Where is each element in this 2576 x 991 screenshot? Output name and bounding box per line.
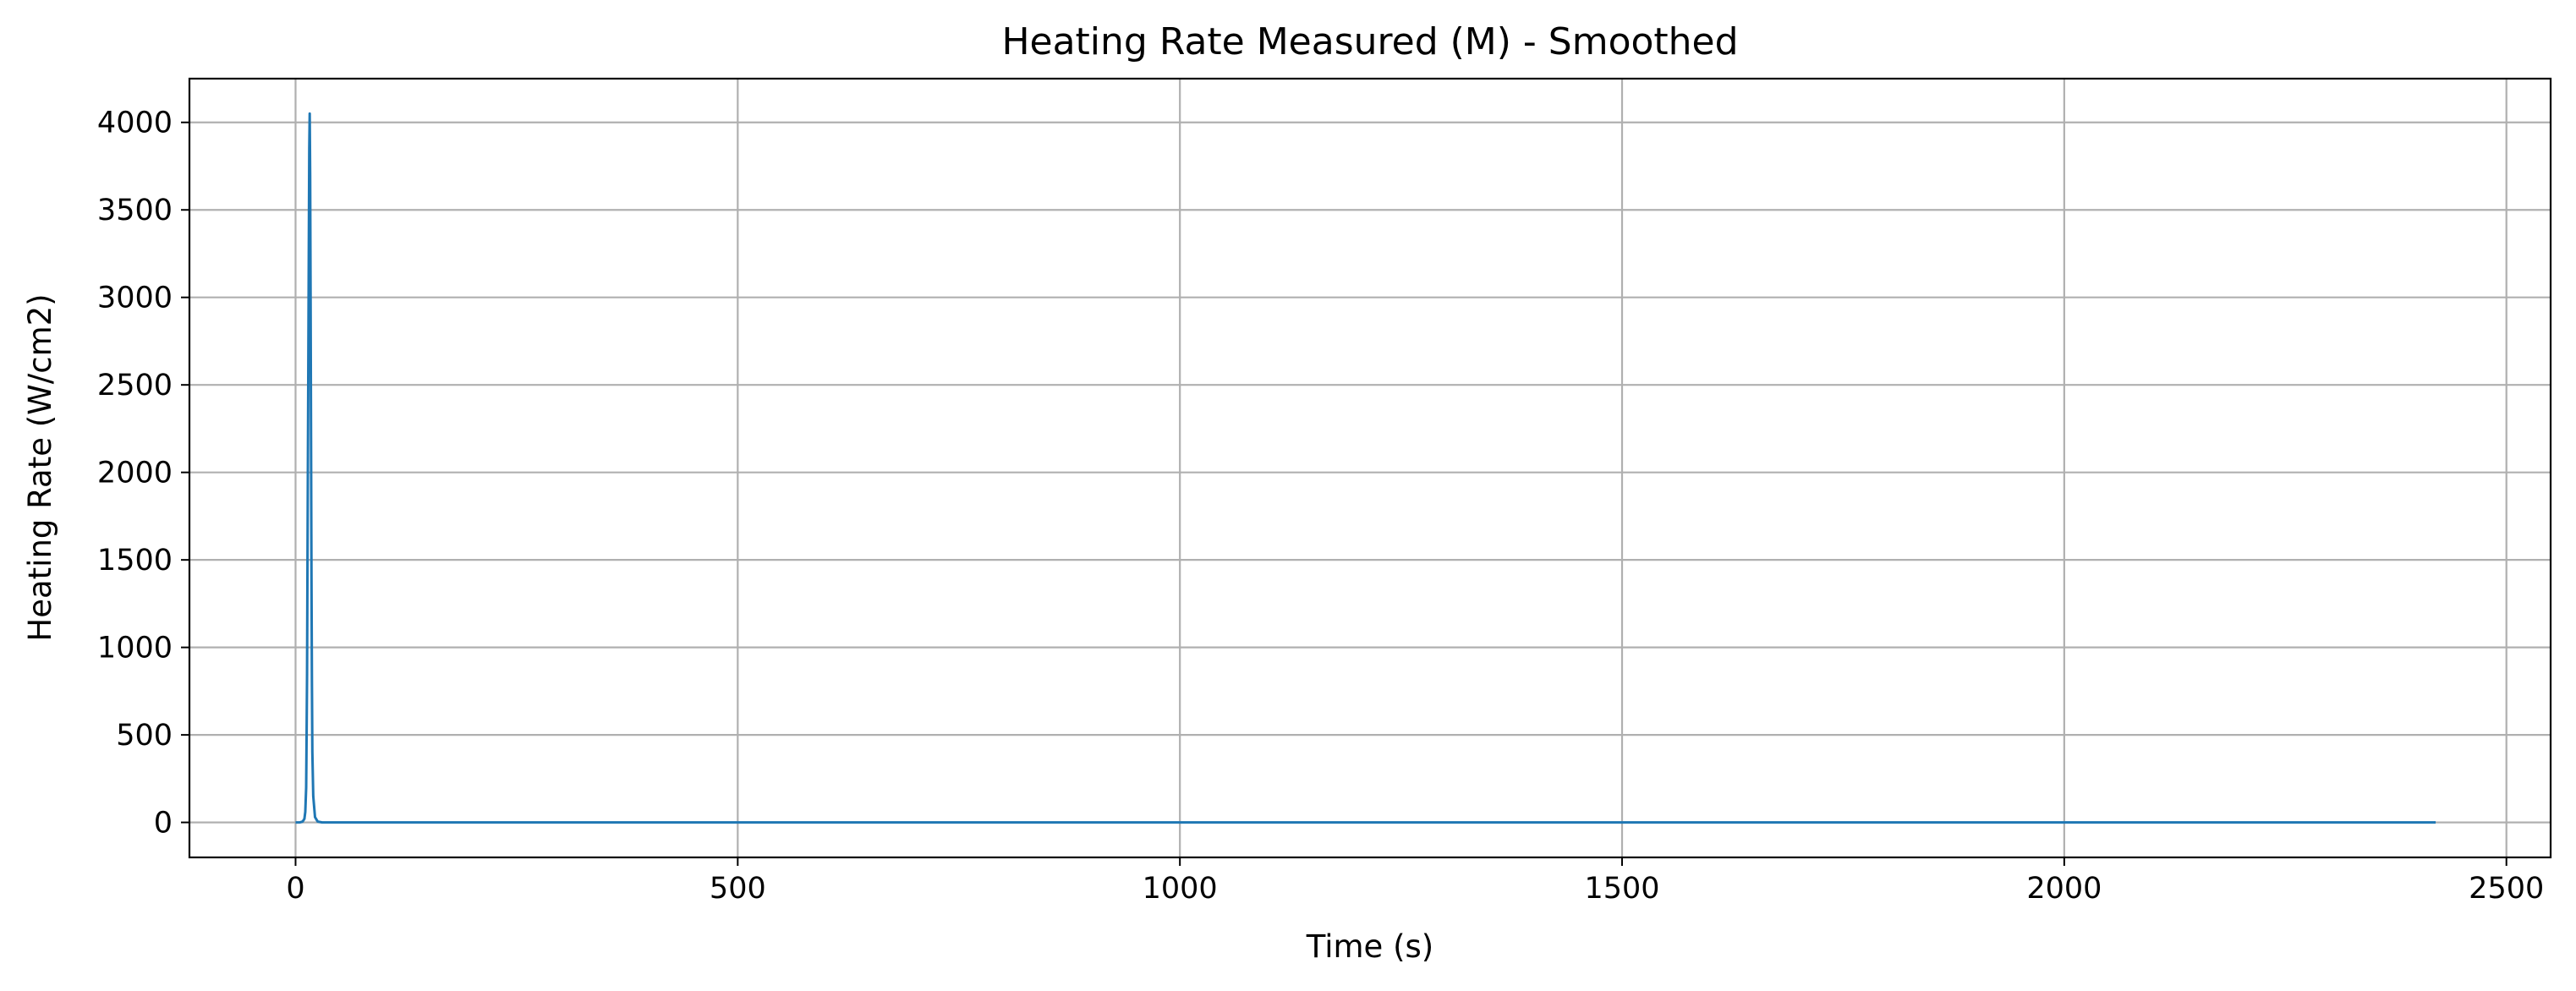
x-tick-label: 1000 — [1143, 872, 1218, 906]
y-tick-label: 4000 — [97, 107, 173, 140]
plot-frame — [188, 77, 2552, 859]
y-tick-label: 500 — [116, 719, 173, 753]
x-tick-label: 0 — [286, 872, 304, 906]
x-tick-label: 2000 — [2026, 872, 2102, 906]
y-tick-label: 3500 — [97, 194, 173, 227]
series-layer — [295, 112, 2436, 824]
chart-title: Heating Rate Measured (M) - Smoothed — [1001, 20, 1738, 63]
x-tick-label: 1500 — [1584, 872, 1659, 906]
x-axis-label: Time (s) — [1306, 928, 1433, 965]
heating-rate-line — [295, 112, 2436, 824]
y-tick-label: 3000 — [97, 282, 173, 315]
y-tick-label: 1500 — [97, 544, 173, 578]
axis-ticks: 0 500 1000 1500 2000 2500 0 500 1000 1500 2000 2500… — [97, 107, 2544, 906]
x-tick-label: 500 — [710, 872, 766, 906]
y-tick-label: 2500 — [97, 369, 173, 402]
y-tick-label: 1000 — [97, 632, 173, 665]
y-axis-label: Heating Rate (W/cm2) — [22, 293, 58, 641]
y-tick-label: 0 — [154, 807, 173, 840]
grid-lines — [189, 79, 2551, 857]
y-tick-label: 2000 — [97, 457, 173, 490]
x-tick-label: 2500 — [2469, 872, 2544, 906]
